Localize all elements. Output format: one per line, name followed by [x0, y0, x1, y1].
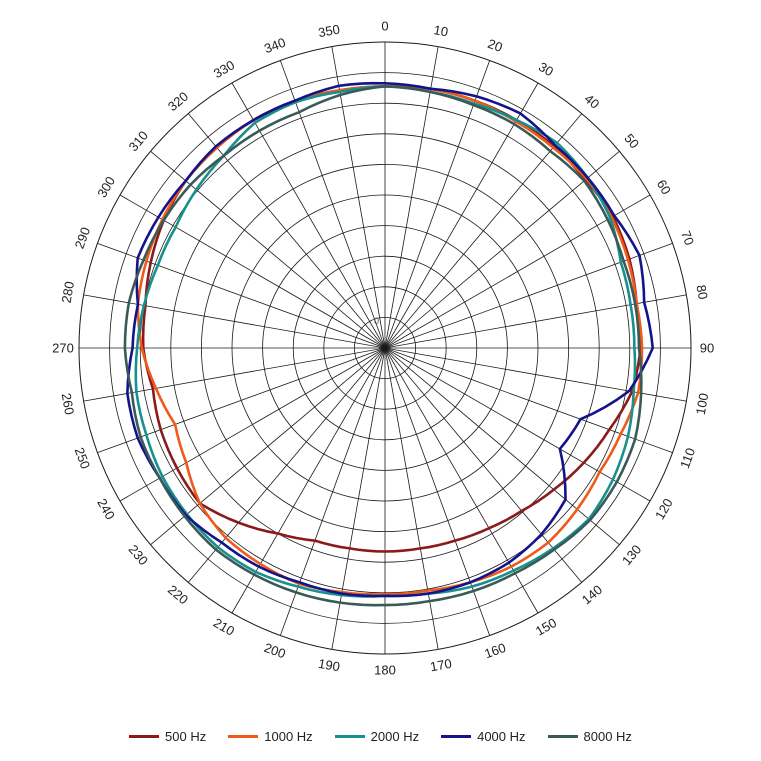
grid-spoke — [384, 347, 439, 650]
grid-spoke — [384, 46, 439, 349]
grid-spoke — [384, 347, 539, 614]
angle-tick-label: 230 — [126, 542, 151, 568]
legend-swatch — [334, 735, 365, 738]
angle-tick-label: 100 — [693, 392, 712, 416]
legend-label: 2000 Hz — [370, 729, 420, 744]
grid-spoke — [384, 113, 582, 349]
grid-spoke — [384, 82, 539, 349]
series-line-4000-hz — [126, 81, 655, 598]
grid-spoke — [384, 194, 651, 349]
angle-tick-label: 120 — [652, 496, 676, 522]
series-lines — [123, 81, 655, 607]
angle-tick-label: 0 — [381, 19, 388, 34]
angle-tick-label: 260 — [59, 392, 78, 416]
legend-label: 8000 Hz — [583, 729, 632, 744]
grid-spoke — [231, 82, 386, 349]
grid-spoke — [231, 347, 386, 614]
legend-item: 4000 Hz — [441, 729, 526, 744]
angle-tick-label: 220 — [165, 582, 191, 607]
grid-spoke — [119, 194, 386, 349]
legend-label: 500 Hz — [165, 729, 207, 744]
angle-tick-label: 50 — [621, 131, 642, 152]
angle-tick-label: 70 — [678, 229, 697, 248]
grid-spoke — [384, 347, 687, 402]
angle-tick-label: 210 — [211, 615, 237, 639]
angle-tick-label: 90 — [700, 341, 714, 356]
polar-grid — [78, 41, 692, 655]
grid-spoke — [331, 347, 386, 650]
angle-tick-label: 310 — [126, 128, 151, 154]
angle-tick-label: 10 — [432, 22, 449, 39]
angle-tick-label: 240 — [94, 496, 118, 522]
angle-tick-label: 80 — [693, 284, 710, 301]
legend-label: 4000 Hz — [477, 729, 526, 744]
legend-swatch — [441, 735, 472, 738]
angle-tick-label: 290 — [72, 225, 94, 251]
legend-swatch — [129, 735, 160, 738]
grid-spoke — [384, 151, 620, 349]
angle-tick-label: 250 — [72, 445, 94, 471]
grid-spoke — [150, 347, 386, 545]
radial-tick-label: 0 — [374, 316, 379, 326]
series-line-8000-hz — [123, 85, 643, 607]
legend-item: 1000 Hz — [228, 729, 313, 744]
grid-spoke — [279, 60, 386, 349]
legend-swatch — [228, 735, 259, 738]
legend-item: 2000 Hz — [334, 729, 420, 744]
angle-tick-label: 60 — [654, 177, 674, 197]
angle-tick-label: 130 — [619, 542, 644, 568]
angle-tick-label: 40 — [582, 91, 603, 112]
grid-spoke — [188, 113, 386, 349]
grid-spoke — [384, 347, 673, 454]
legend-item: 8000 Hz — [547, 729, 632, 744]
angle-tick-label: 350 — [317, 22, 341, 41]
angle-tick-label: 180 — [374, 663, 396, 678]
angle-tick-label: 170 — [429, 656, 453, 675]
angle-tick-label: 280 — [59, 280, 78, 304]
angle-tick-label: 140 — [579, 582, 605, 607]
angle-tick-label: 330 — [211, 57, 237, 81]
angle-tick-label: 320 — [165, 89, 191, 114]
grid-spoke — [384, 347, 651, 502]
angle-tick-label: 160 — [482, 640, 508, 662]
grid-spoke — [384, 347, 582, 583]
legend-label: 1000 Hz — [264, 729, 313, 744]
angle-tick-label: 270 — [52, 341, 74, 356]
legend: 500 Hz 1000 Hz 2000 Hz 4000 Hz 8000 Hz — [0, 729, 761, 744]
angle-tick-label: 30 — [536, 59, 556, 79]
grid-spoke — [384, 60, 491, 349]
legend-swatch — [547, 735, 578, 738]
angle-tick-label: 200 — [262, 640, 288, 662]
angle-tick-label: 190 — [317, 656, 341, 675]
grid-spoke — [331, 46, 386, 349]
grid-spoke — [83, 347, 386, 402]
grid-spoke — [83, 294, 386, 349]
series-line-1000-hz — [136, 84, 644, 596]
angle-tick-label: 340 — [262, 35, 288, 57]
grid-spoke — [384, 347, 620, 545]
angle-tick-label: 20 — [486, 36, 505, 55]
angle-tick-label: 150 — [533, 615, 559, 639]
angle-tick-label: 300 — [94, 174, 118, 200]
grid-spoke — [119, 347, 386, 502]
polar-plot: 0 0 10 20 30 40 50 60 70 80 90 100 110 120 130 140 150 16… — [52, 19, 714, 678]
angle-tick-label: 110 — [677, 446, 698, 471]
legend-item: 500 Hz — [129, 729, 206, 744]
